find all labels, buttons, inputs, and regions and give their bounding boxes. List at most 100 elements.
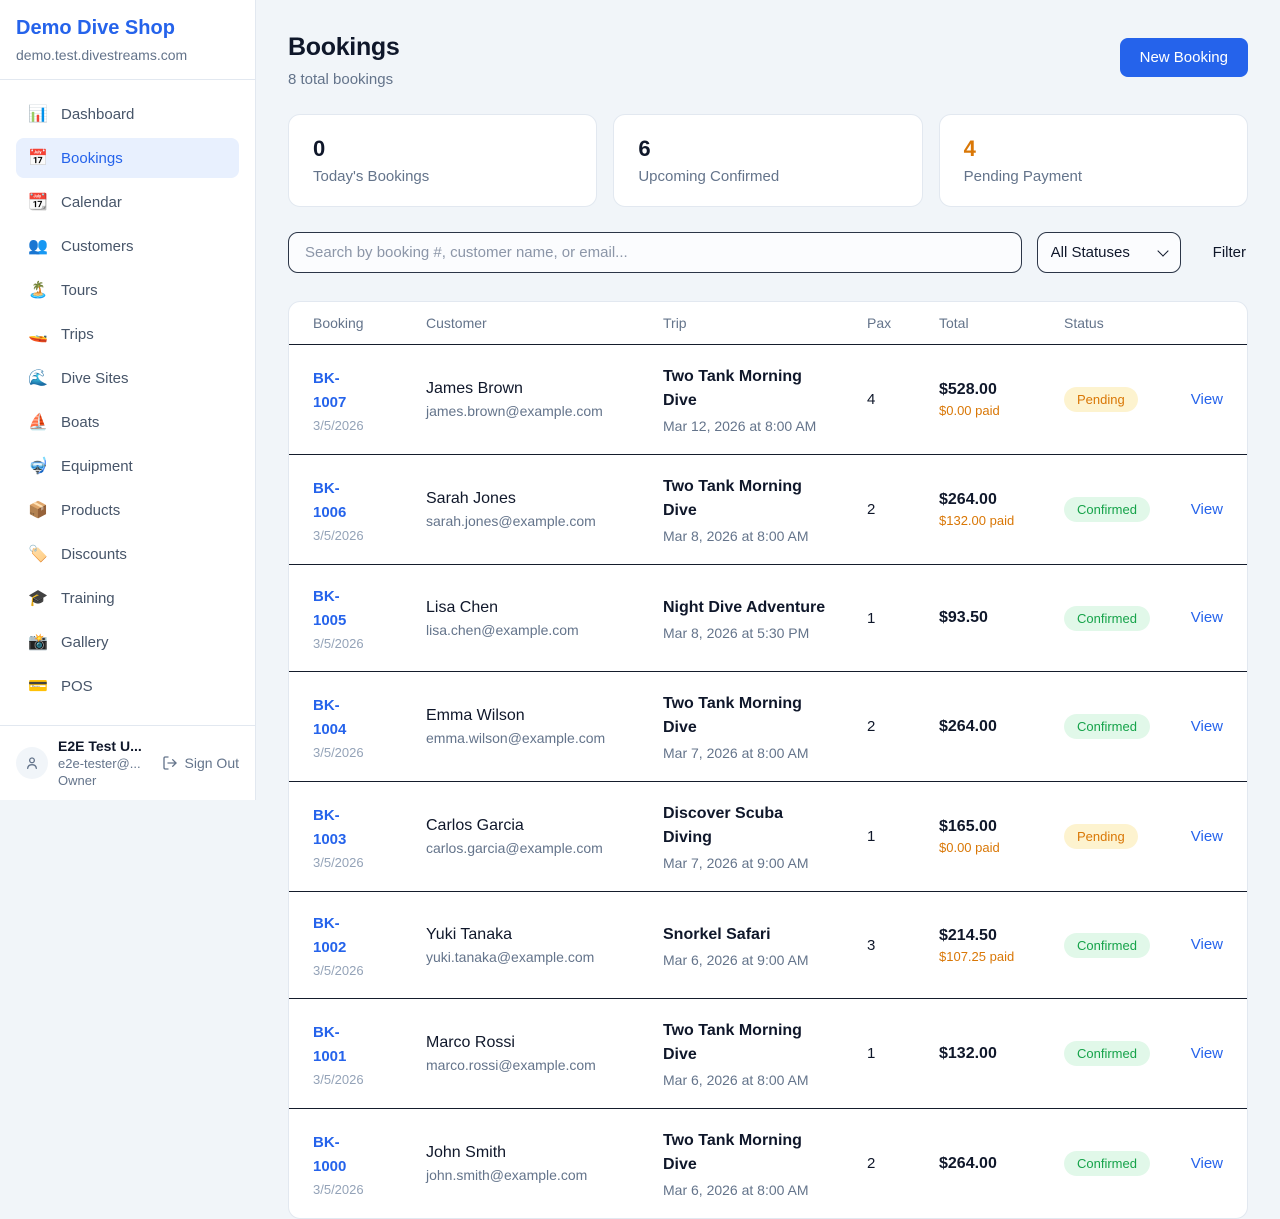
actions-cell: View (1186, 501, 1223, 519)
sidebar-item-equipment[interactable]: 🤿 Equipment (16, 446, 239, 486)
sidebar-item-discounts[interactable]: 🏷️ Discounts (16, 534, 239, 574)
table-body: BK-1007 3/5/2026 James Brown james.brown… (289, 345, 1247, 1218)
shop-name: Demo Dive Shop (16, 17, 175, 39)
stat-label: Pending Payment (963, 168, 1083, 185)
view-link[interactable]: View (1190, 609, 1223, 626)
view-link[interactable]: View (1190, 500, 1223, 518)
view-link[interactable]: View (1190, 717, 1223, 735)
customer-name: James Brown (426, 380, 523, 397)
status-badge: Confirmed (1064, 714, 1150, 739)
booking-id-link[interactable]: BK-1003 (313, 806, 347, 848)
booking-id-link[interactable]: BK-1004 (313, 696, 347, 738)
paid-amount: $0.00 paid (939, 403, 1000, 418)
booking-id-link[interactable]: BK-1007 (313, 369, 347, 411)
booking-id-link[interactable]: BK-1002 (313, 915, 347, 956)
table-row: BK-1006 3/5/2026 Sarah Jones sarah.jones… (289, 454, 1247, 564)
customer-cell: John Smith john.smith@example.com (426, 1144, 663, 1183)
speedboat-icon: 🚤 (28, 326, 48, 343)
customer-name: Lisa Chen (426, 598, 499, 616)
customer-email: john.smith@example.com (426, 1167, 588, 1183)
view-link[interactable]: View (1190, 936, 1223, 953)
total-amount: $132.00 (939, 1044, 997, 1062)
column-header-customer: Customer (426, 315, 487, 331)
main-content: Bookings 8 total bookings New Booking 0 … (256, 0, 1280, 1219)
sidebar-item-label: Equipment (61, 457, 133, 475)
stat-card-pending-payment: 4 Pending Payment (938, 114, 1248, 207)
total-amount: $528.00 (939, 381, 997, 398)
status-select[interactable]: All Statuses (1036, 232, 1181, 273)
booking-date: 3/5/2026 (313, 854, 364, 870)
sidebar-item-calendar[interactable]: 📆 Calendar (16, 182, 239, 222)
stat-card-todays-bookings: 0 Today's Bookings (288, 114, 598, 207)
column-header-pax: Pax (867, 315, 892, 331)
sidebar-item-dashboard[interactable]: 📊 Dashboard (16, 94, 239, 134)
trip-name: Night Dive Adventure (663, 598, 826, 616)
sidebar-item-products[interactable]: 📦 Products (16, 490, 239, 530)
total-amount: $264.00 (939, 491, 997, 508)
sidebar-item-label: Gallery (61, 633, 109, 651)
booking-date: 3/5/2026 (313, 527, 364, 543)
customer-email: carlos.garcia@example.com (426, 840, 603, 856)
booking-cell: BK-1007 3/5/2026 (313, 367, 426, 433)
booking-id-link[interactable]: BK-1006 (313, 479, 347, 521)
sidebar-item-training[interactable]: 🎓 Training (16, 578, 239, 618)
sidebar-item-customers[interactable]: 👥 Customers (16, 226, 239, 266)
trip-datetime: Mar 7, 2026 at 9:00 AM (663, 855, 809, 871)
sidebar-item-trips[interactable]: 🚤 Trips (16, 314, 239, 354)
status-badge: Confirmed (1064, 497, 1150, 522)
sidebar-item-gallery[interactable]: 📸 Gallery (16, 622, 239, 662)
status-cell: Confirmed (1064, 932, 1186, 958)
people-icon: 👥 (28, 238, 48, 255)
column-header-status: Status (1064, 315, 1104, 331)
sailboat-icon: ⛵ (28, 414, 48, 431)
customer-cell: Carlos Garcia carlos.garcia@example.com (426, 817, 663, 856)
booking-id-link[interactable]: BK-1000 (313, 1133, 347, 1175)
sidebar-item-label: Customers (61, 237, 134, 255)
camera-icon: 📸 (28, 634, 48, 651)
user-info: E2E Test U... e2e-tester@... Owner (58, 738, 152, 788)
table-header-row: Booking Customer Trip Pax Total Status (289, 302, 1247, 345)
status-badge: Pending (1064, 824, 1138, 849)
sidebar-item-label: Bookings (61, 149, 123, 167)
view-link[interactable]: View (1190, 1044, 1223, 1062)
table-row: BK-1003 3/5/2026 Carlos Garcia carlos.ga… (289, 781, 1247, 891)
page-subtitle: 8 total bookings (288, 71, 394, 88)
trip-datetime: Mar 12, 2026 at 8:00 AM (663, 418, 817, 434)
stat-label: Upcoming Confirmed (638, 168, 780, 185)
trip-name: Two Tank Morning Dive (663, 1022, 802, 1063)
booking-date: 3/5/2026 (313, 417, 364, 433)
booking-id-link[interactable]: BK-1001 (313, 1023, 347, 1065)
booking-cell: BK-1000 3/5/2026 (313, 1131, 426, 1197)
view-link[interactable]: View (1190, 390, 1223, 408)
sidebar-item-bookings[interactable]: 📅 Bookings (16, 138, 239, 178)
filter-row: All Statuses Filter (288, 232, 1248, 273)
status-select-wrap: All Statuses (1036, 232, 1181, 273)
view-link[interactable]: View (1190, 1154, 1223, 1172)
sidebar-item-tours[interactable]: 🏝️ Tours (16, 270, 239, 310)
customer-email: emma.wilson@example.com (426, 730, 606, 746)
sidebar-item-pos[interactable]: 💳 POS (16, 666, 239, 706)
total-cell: $264.00 (939, 1155, 1064, 1173)
view-link[interactable]: View (1190, 827, 1223, 845)
sidebar-item-label: Tours (61, 281, 98, 299)
new-booking-button[interactable]: New Booking (1119, 38, 1248, 77)
booking-date: 3/5/2026 (313, 744, 364, 760)
trip-name: Two Tank Morning Dive (663, 695, 802, 736)
trip-name: Two Tank Morning Dive (663, 478, 802, 519)
booking-cell: BK-1003 3/5/2026 (313, 804, 426, 870)
status-cell: Confirmed (1064, 1151, 1186, 1176)
trip-cell: Two Tank Morning Dive Mar 12, 2026 at 8:… (663, 365, 867, 434)
sign-out-button[interactable]: Sign Out (162, 755, 239, 771)
status-cell: Pending (1064, 824, 1186, 849)
filter-button[interactable]: Filter (1211, 236, 1248, 269)
booking-id-link[interactable]: BK-1005 (313, 588, 347, 629)
sidebar-item-dive-sites[interactable]: 🌊 Dive Sites (16, 358, 239, 398)
search-input[interactable] (288, 232, 1022, 273)
sidebar-item-boats[interactable]: ⛵ Boats (16, 402, 239, 442)
trip-cell: Discover Scuba Diving Mar 7, 2026 at 9:0… (663, 802, 867, 871)
pax-value: 4 (867, 391, 876, 408)
actions-cell: View (1186, 391, 1223, 409)
tear-off-calendar-icon: 📆 (28, 194, 48, 211)
trip-name: Discover Scuba Diving (663, 805, 784, 846)
diving-mask-icon: 🤿 (28, 458, 48, 475)
